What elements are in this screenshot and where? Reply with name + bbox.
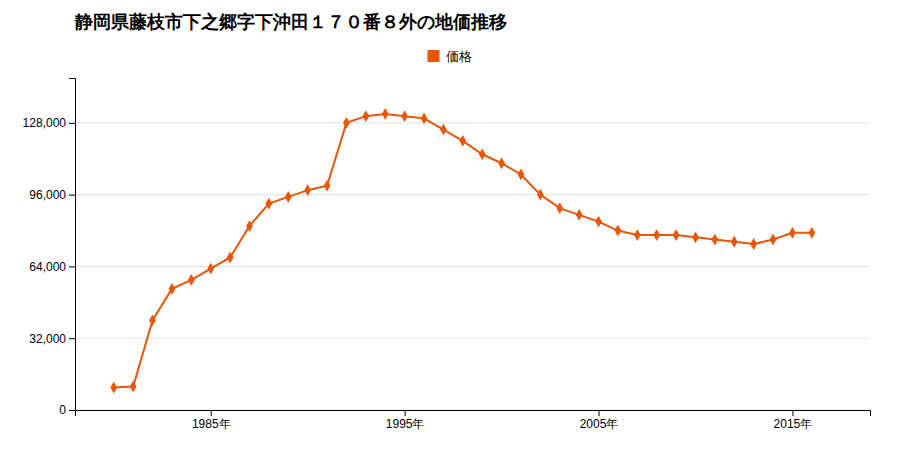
marker	[169, 283, 176, 295]
tick-label: 128,000	[23, 116, 67, 130]
tick-label: 1995年	[386, 417, 425, 431]
tick-mark	[69, 338, 75, 339]
marker	[576, 209, 583, 221]
marker	[615, 225, 622, 237]
marker	[595, 216, 602, 228]
legend-label: 価格	[446, 49, 472, 64]
tick-mark	[792, 410, 793, 416]
marker	[518, 169, 525, 181]
marker	[207, 263, 214, 275]
marker	[149, 314, 156, 326]
tick-mark	[69, 123, 75, 124]
marker	[634, 229, 641, 241]
grid-line	[75, 266, 870, 267]
plot-area: 1985年 1995年 2005年 2015年 0 32,000 64,000 96,000 1…	[23, 79, 871, 431]
marker	[731, 236, 738, 248]
tick-mark	[69, 266, 75, 267]
marker	[421, 112, 428, 124]
chart: 1985年 1995年 2005年 2015年 0 32,000 64,000 96,000 1…	[0, 0, 900, 450]
marker	[110, 382, 117, 394]
marker	[673, 229, 680, 241]
marker	[537, 189, 544, 201]
marker	[401, 110, 408, 122]
marker	[498, 157, 505, 169]
tick-label: 96,000	[29, 188, 66, 202]
tick-mark	[211, 410, 212, 416]
tick-label: 2015年	[774, 417, 813, 431]
tick: 128,000	[23, 116, 75, 130]
marker	[440, 124, 447, 136]
tick: 32,000	[29, 332, 75, 346]
marker	[246, 220, 253, 232]
tick-mark	[599, 410, 600, 416]
marker	[266, 198, 273, 210]
tick: 96,000	[29, 188, 75, 202]
grid-line	[75, 338, 870, 339]
legend: 価格	[428, 49, 472, 64]
grid-line	[75, 194, 870, 195]
tick-mark	[69, 410, 75, 411]
marker	[459, 135, 466, 147]
tick: 1985年	[192, 410, 231, 431]
x-axis: 1985年 1995年 2005年 2015年	[76, 410, 871, 431]
tick: 2005年	[580, 410, 619, 431]
marker	[382, 108, 389, 120]
tick-label: 0	[59, 403, 66, 417]
marker	[227, 252, 234, 264]
marker	[188, 274, 195, 286]
marker	[556, 202, 563, 214]
axis-line	[69, 79, 76, 411]
marker	[324, 180, 331, 192]
marker	[285, 191, 292, 203]
tick: 0	[59, 403, 75, 417]
data-marks	[110, 108, 815, 393]
line	[114, 114, 812, 388]
tick-label: 32,000	[29, 332, 66, 346]
tick-label: 64,000	[29, 260, 66, 274]
marker	[808, 227, 815, 239]
legend-item: 価格	[428, 49, 472, 64]
tick: 2015年	[774, 410, 813, 431]
grid	[75, 123, 870, 410]
marker	[692, 231, 699, 243]
marker	[750, 238, 757, 250]
marker	[362, 110, 369, 122]
marker	[343, 117, 350, 129]
marker	[770, 234, 777, 246]
marker	[479, 148, 486, 160]
legend-swatch	[428, 50, 440, 62]
marker	[653, 229, 660, 241]
marker	[789, 227, 796, 239]
tick-mark	[69, 195, 75, 196]
y-axis: 0 32,000 64,000 96,000 128,000	[23, 79, 76, 418]
grid-line	[75, 122, 870, 123]
marker	[711, 234, 718, 246]
marker	[130, 381, 137, 393]
marker	[304, 184, 311, 196]
axis-line	[76, 411, 871, 417]
tick: 1995年	[386, 410, 425, 431]
tick-label: 1985年	[192, 417, 231, 431]
tick-label: 2005年	[580, 417, 619, 431]
tick: 64,000	[29, 260, 75, 274]
title: 静岡県藤枝市下之郷字下沖田１７０番８外の地価推移	[74, 11, 507, 32]
tick-mark	[405, 410, 406, 416]
